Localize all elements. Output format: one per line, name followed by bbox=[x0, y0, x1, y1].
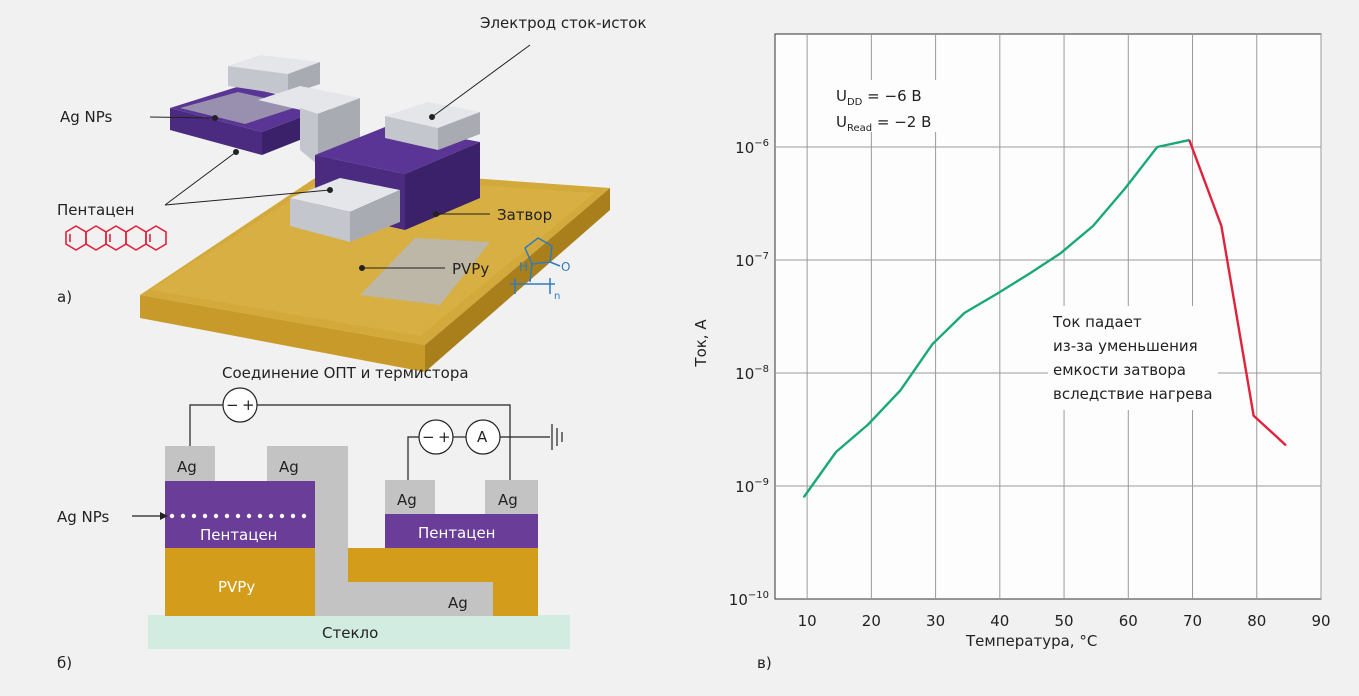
series-lines bbox=[802, 138, 1287, 498]
glass-layer bbox=[148, 615, 570, 649]
x-tick-labels: 10 20 30 40 50 60 70 80 90 bbox=[798, 612, 1331, 630]
panel-a-device-illustration bbox=[140, 55, 610, 372]
ag-label-2: Ag bbox=[279, 458, 299, 476]
panel-b-label: б) bbox=[57, 654, 72, 672]
data-point bbox=[1188, 139, 1191, 141]
voltage-source-2 bbox=[418, 419, 454, 455]
ag-left-drain bbox=[267, 446, 315, 481]
annotation-line-1: Ток падает bbox=[1052, 313, 1142, 331]
data-point bbox=[1027, 273, 1030, 275]
x-tick-label: 90 bbox=[1311, 612, 1330, 630]
ag-nps-label-b: Ag NPs bbox=[57, 508, 110, 526]
ag-left-source bbox=[165, 446, 215, 481]
panel-a-callouts bbox=[149, 44, 531, 269]
pentacene-label-a: Пентацен bbox=[57, 201, 135, 219]
panel-c-label: в) bbox=[757, 654, 772, 672]
connection-label: Соединение ОПТ и термистора bbox=[222, 364, 469, 382]
pvpy-label-a: PVPy bbox=[452, 260, 489, 278]
data-point bbox=[1124, 187, 1126, 190]
pvpy-h-label: H bbox=[519, 260, 528, 274]
y-tick-label: 10−10 bbox=[729, 590, 769, 609]
data-point bbox=[1156, 146, 1158, 148]
annotation-bg bbox=[1048, 306, 1218, 410]
source2-plus: + bbox=[438, 428, 451, 446]
y-tick-label: 10−6 bbox=[735, 138, 769, 157]
gate-strip bbox=[360, 238, 490, 305]
y-tick-labels: 10−10 10−9 10−8 10−7 10−6 bbox=[729, 138, 769, 609]
data-point bbox=[1284, 444, 1287, 446]
uread-text: URead = −2 В bbox=[836, 113, 931, 134]
annotation-line-2: из-за уменьшения bbox=[1053, 337, 1198, 355]
gate-label: Затвор bbox=[497, 206, 552, 224]
voltage-legend-bg bbox=[828, 80, 968, 132]
ag-label-3: Ag bbox=[397, 491, 417, 509]
series-line-1 bbox=[1188, 139, 1287, 446]
ag-gate-bottom bbox=[315, 582, 493, 616]
source1-plus: + bbox=[242, 396, 255, 414]
chart-panel: 10 20 30 40 50 60 70 80 90 10−10 10−9 10−8 10−7 10−6 bbox=[729, 33, 1331, 630]
ag-right-source bbox=[385, 480, 435, 514]
panel-b-wires bbox=[189, 404, 563, 480]
pentacene-left-label: Пентацен bbox=[200, 526, 278, 544]
panel-b-schematic bbox=[148, 446, 570, 649]
ag-label-5: Ag bbox=[448, 594, 468, 612]
ag-nps-arrow-icon bbox=[132, 512, 168, 520]
x-tick-label: 40 bbox=[990, 612, 1009, 630]
electrode-label: Электрод сток-исток bbox=[480, 14, 647, 32]
data-point bbox=[1220, 225, 1223, 227]
y-tick-label: 10−9 bbox=[735, 477, 769, 496]
data-point bbox=[995, 293, 998, 295]
x-tick-label: 80 bbox=[1247, 612, 1266, 630]
data-point bbox=[867, 423, 869, 426]
data-point bbox=[1092, 225, 1094, 227]
source1-minus: − bbox=[226, 396, 239, 414]
pvpy-left bbox=[165, 548, 315, 616]
ag-nps-dots bbox=[169, 513, 307, 519]
annotation-line-3: емкости затвора bbox=[1053, 361, 1186, 379]
y-tick-label: 10−8 bbox=[735, 364, 769, 383]
ag-label-4: Ag bbox=[498, 491, 518, 509]
ag-nps-label-a: Ag NPs bbox=[60, 108, 113, 126]
pvpy-n-label: n bbox=[554, 291, 560, 302]
annotation-line-4: вследствие нагрева bbox=[1053, 385, 1213, 403]
udd-text: UDD = −6 В bbox=[836, 87, 922, 108]
x-tick-label: 70 bbox=[1183, 612, 1202, 630]
data-point bbox=[931, 343, 934, 345]
data-point bbox=[963, 312, 966, 314]
pvpy-structure-icon bbox=[510, 237, 561, 294]
source2-minus: − bbox=[422, 428, 435, 446]
x-tick-label: 60 bbox=[1119, 612, 1138, 630]
glass-label: Стекло bbox=[322, 624, 378, 642]
pentacene-left bbox=[165, 481, 315, 548]
y-axis-label: Ток, А bbox=[692, 319, 710, 368]
pvpy-o-label: O bbox=[561, 260, 570, 274]
data-point bbox=[803, 496, 805, 498]
data-point bbox=[835, 451, 837, 453]
voltage-source-1 bbox=[222, 387, 258, 423]
panel-a-label: а) bbox=[57, 288, 72, 306]
data-point bbox=[899, 389, 902, 392]
x-tick-label: 20 bbox=[862, 612, 881, 630]
ammeter-icon bbox=[465, 419, 501, 455]
ammeter-label: A bbox=[477, 428, 488, 446]
pvpy-label-b: PVPy bbox=[218, 578, 255, 596]
x-tick-label: 30 bbox=[926, 612, 945, 630]
pentacene-molecule-icon bbox=[65, 225, 167, 251]
x-tick-label: 10 bbox=[798, 612, 817, 630]
data-point bbox=[1252, 414, 1255, 417]
x-axis-label: Температура, °C bbox=[965, 632, 1097, 650]
pentacene-right bbox=[385, 514, 538, 548]
ag-right-drain bbox=[485, 480, 538, 514]
data-point bbox=[1060, 252, 1062, 254]
y-tick-label: 10−7 bbox=[735, 251, 769, 270]
pentacene-right-label: Пентацен bbox=[418, 524, 496, 542]
x-tick-label: 50 bbox=[1055, 612, 1074, 630]
ag-label-1: Ag bbox=[177, 458, 197, 476]
